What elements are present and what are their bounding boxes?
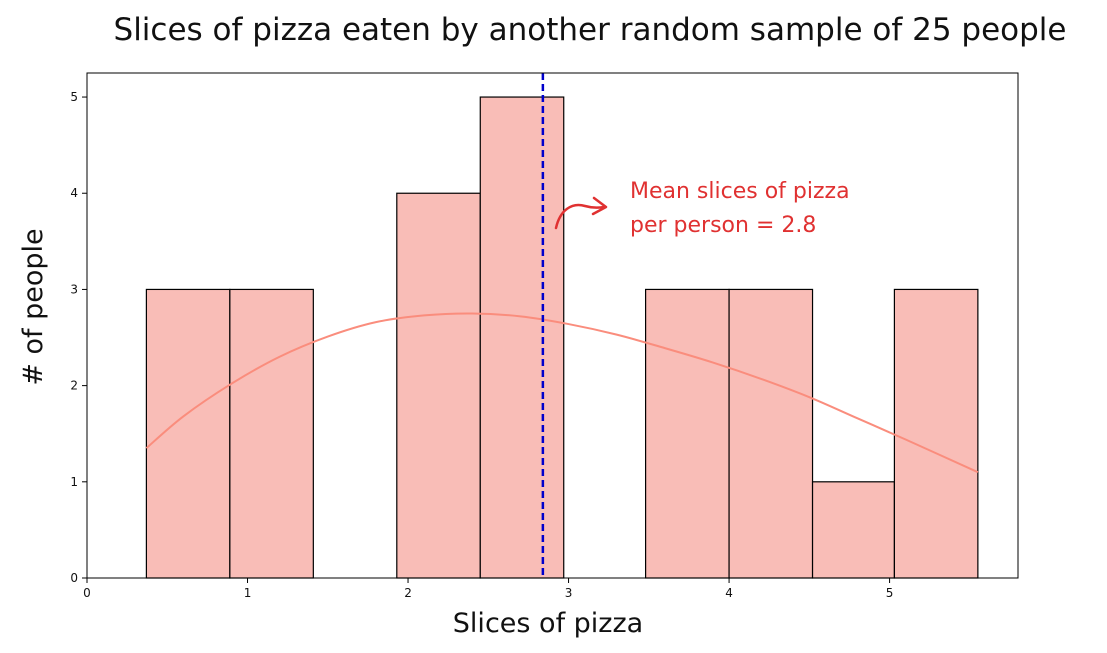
y-tick-label: 0 bbox=[70, 571, 78, 585]
x-tick-label: 3 bbox=[565, 586, 573, 600]
kde-group bbox=[145, 312, 979, 474]
y-tick-label: 3 bbox=[70, 282, 78, 296]
annotation-line-1: Mean slices of pizza bbox=[630, 179, 850, 204]
annotation-arrowhead-icon bbox=[591, 196, 608, 216]
histogram-bar bbox=[811, 481, 896, 579]
kde-curve bbox=[145, 312, 979, 474]
plot-frame bbox=[86, 72, 1019, 579]
histogram-bar bbox=[396, 192, 481, 579]
histogram-bar bbox=[728, 288, 814, 579]
x-axis-label: Slices of pizza bbox=[453, 608, 643, 639]
bars-group bbox=[145, 96, 979, 579]
x-tick-label: 0 bbox=[83, 586, 91, 600]
y-axis-label: # of people bbox=[18, 228, 49, 385]
y-tick-label: 2 bbox=[70, 379, 78, 393]
histogram-bar bbox=[145, 288, 231, 579]
y-tick-label: 1 bbox=[70, 475, 78, 489]
histogram-bar bbox=[229, 288, 314, 579]
histogram-bar bbox=[479, 96, 565, 579]
annotation-arrow-icon bbox=[554, 203, 606, 230]
histogram-bar bbox=[893, 288, 979, 579]
y-axis-ticks: 0 1 2 3 4 5 bbox=[70, 90, 87, 585]
x-axis-ticks: 0 1 2 3 4 5 bbox=[83, 578, 893, 600]
x-tick-label: 4 bbox=[725, 586, 733, 600]
histogram-bar bbox=[644, 288, 730, 579]
y-tick-label: 4 bbox=[70, 186, 78, 200]
x-tick-label: 5 bbox=[886, 586, 894, 600]
x-tick-label: 1 bbox=[244, 586, 252, 600]
annotation-line-2: per person = 2.8 bbox=[630, 213, 816, 238]
x-tick-label: 2 bbox=[404, 586, 412, 600]
chart-title: Slices of pizza eaten by another random … bbox=[114, 12, 1067, 48]
mean-annotation: Mean slices of pizza per person = 2.8 bbox=[554, 179, 850, 238]
y-tick-label: 5 bbox=[70, 90, 78, 104]
